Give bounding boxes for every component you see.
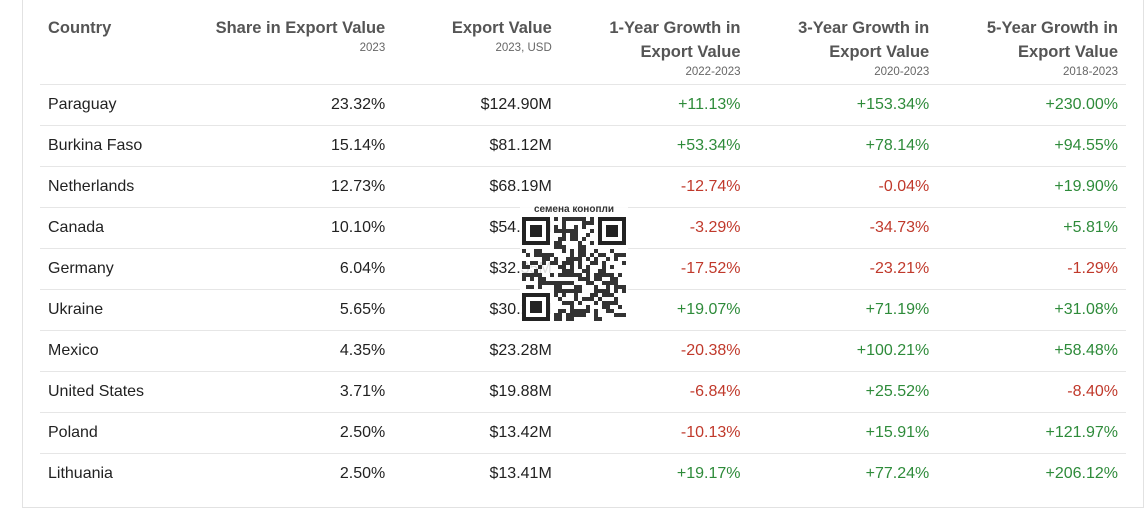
qr-caption: семена конопли — [534, 204, 614, 215]
cell-g3: +71.19% — [748, 289, 938, 331]
column-header-export-value[interactable]: Export Value 2023, USD — [393, 6, 560, 85]
table-row[interactable]: Netherlands 12.73% $68.19M -12.74% -0.04% +19… — [40, 166, 1126, 208]
cell-country: Netherlands — [40, 166, 192, 208]
cell-value: $23.28M — [393, 330, 560, 372]
cell-country: Ukraine — [40, 289, 192, 331]
cell-country: Germany — [40, 248, 192, 290]
table-row[interactable]: Mexico 4.35% $23.28M -20.38% +100.21% +58.48% — [40, 330, 1126, 372]
cell-share: 4.35% — [191, 330, 394, 372]
table-panel — [22, 0, 1144, 508]
cell-g3: +25.52% — [748, 371, 938, 413]
header-subtitle: 2023, USD — [495, 42, 552, 54]
cell-g1: -12.74% — [559, 166, 749, 208]
cell-g1: +19.17% — [676, 465, 741, 483]
cell-g1: -10.13% — [559, 412, 749, 454]
cell-g5: +31.08% — [937, 289, 1126, 331]
header-subtitle: 2022-2023 — [685, 66, 741, 78]
table-header-row: Country Share in Export Value 2023 Export… — [40, 6, 1126, 85]
cell-share: 12.73% — [191, 166, 394, 208]
header-subtitle: 2023 — [359, 42, 386, 54]
cell-share: 15.14% — [191, 125, 394, 167]
header-subtitle: 2020-2023 — [874, 66, 930, 78]
header-subtitle: 2018-2023 — [1063, 66, 1118, 78]
column-header-1yr-growth[interactable]: 1-Year Growth in Export Value 2022-2023 — [559, 6, 749, 85]
cell-g3: +153.34% — [748, 84, 938, 126]
cell-share: 2.50% — [339, 465, 386, 483]
table-row[interactable]: Burkina Faso 15.14% $81.12M +53.34% +78.14% +… — [40, 125, 1126, 167]
cell-g5: +121.97% — [937, 412, 1126, 454]
cell-value: $81.12M — [393, 125, 560, 167]
cell-share: 10.10% — [191, 207, 394, 249]
table-row[interactable]: Lithuania 2.50% $13.41M +19.17% +77.24% +206.… — [40, 454, 1126, 495]
cell-g3: -0.04% — [748, 166, 938, 208]
cell-g5: +58.48% — [937, 330, 1126, 372]
cell-g1: +11.13% — [559, 84, 749, 126]
cell-value: $68.19M — [393, 166, 560, 208]
column-header-country[interactable]: Country — [40, 6, 192, 85]
cell-country: Mexico — [40, 330, 192, 372]
cell-country: Canada — [40, 207, 192, 249]
cell-value: $124.90M — [393, 84, 560, 126]
header-title: 3-Year Growth in Export Value — [798, 19, 930, 61]
qr-watermark: семена конопли — [520, 203, 628, 321]
cell-g3: +77.24% — [865, 465, 930, 483]
cell-g5: +19.90% — [937, 166, 1126, 208]
cell-g1: -20.38% — [559, 330, 749, 372]
column-header-share[interactable]: Share in Export Value 2023 — [191, 6, 394, 85]
table-row[interactable]: Paraguay 23.32% $124.90M +11.13% +153.34% +23… — [40, 84, 1126, 126]
cell-g5: +230.00% — [937, 84, 1126, 126]
cell-g5: -1.29% — [937, 248, 1126, 290]
cell-g3: +100.21% — [748, 330, 938, 372]
cell-share: 3.71% — [191, 371, 394, 413]
cell-g3: -34.73% — [748, 207, 938, 249]
cell-g3: -23.21% — [748, 248, 938, 290]
cell-value: $19.88M — [393, 371, 560, 413]
cell-country: Burkina Faso — [40, 125, 192, 167]
cell-country: Poland — [40, 412, 192, 454]
header-title: Export Value — [451, 19, 552, 37]
cell-g5: +94.55% — [937, 125, 1126, 167]
header-title: 1-Year Growth in Export Value — [609, 19, 741, 61]
cell-country: United States — [40, 371, 192, 413]
cell-g5: +206.12% — [1045, 465, 1118, 483]
header-title: Share in Export Value — [215, 19, 386, 37]
cell-share: 6.04% — [191, 248, 394, 290]
cell-value: $13.41M — [489, 465, 552, 483]
cell-share: 2.50% — [191, 412, 394, 454]
header-title: 5-Year Growth in Export Value — [986, 19, 1118, 61]
cell-share: 23.32% — [191, 84, 394, 126]
cell-g5: +5.81% — [937, 207, 1126, 249]
cell-g1: +53.34% — [559, 125, 749, 167]
qr-code-icon — [522, 217, 626, 321]
cell-g3: +15.91% — [748, 412, 938, 454]
column-header-3yr-growth[interactable]: 3-Year Growth in Export Value 2020-2023 — [748, 6, 938, 85]
cell-country: Lithuania — [48, 465, 113, 483]
cell-g5: -8.40% — [937, 371, 1126, 413]
cell-share: 5.65% — [191, 289, 394, 331]
header-title: Country — [48, 19, 112, 37]
cell-g3: +78.14% — [748, 125, 938, 167]
cell-country: Paraguay — [40, 84, 192, 126]
cell-g1: -6.84% — [559, 371, 749, 413]
table-row[interactable]: Poland 2.50% $13.42M -10.13% +15.91% +121.97% — [40, 412, 1126, 454]
cell-value: $13.42M — [393, 412, 560, 454]
column-header-5yr-growth[interactable]: 5-Year Growth in Export Value 2018-2023 — [937, 6, 1126, 85]
table-row[interactable]: United States 3.71% $19.88M -6.84% +25.52% -8… — [40, 371, 1126, 413]
